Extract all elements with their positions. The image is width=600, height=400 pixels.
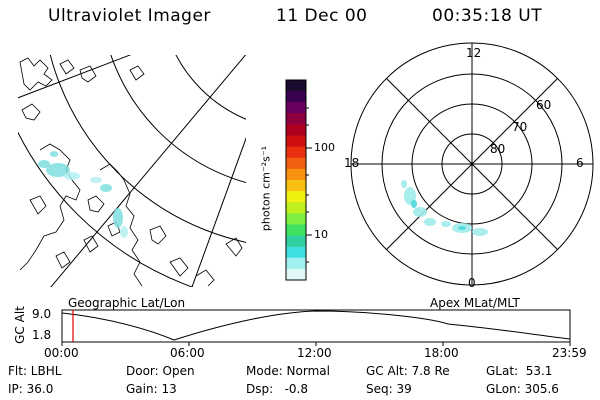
info-glon: GLon: 305.6 <box>486 382 559 396</box>
mlt-label-12: 12 <box>466 46 482 60</box>
timeline-ylabel: GC Alt <box>13 306 27 344</box>
polar-panel-label: Apex MLat/MLT <box>430 296 520 310</box>
colorbar-swatch <box>286 202 306 214</box>
timeline-ytick-max: 9.0 <box>32 307 52 321</box>
geographic-map <box>18 55 246 287</box>
timeline-xtick-0000: 00:00 <box>44 346 79 360</box>
colorbar-swatch <box>286 180 306 192</box>
info-mode: Mode: Normal <box>246 364 330 378</box>
colorbar-swatch <box>286 235 306 248</box>
colorbar <box>285 79 312 281</box>
timeline-ytick-min: 1.8 <box>32 328 52 342</box>
colorbar-swatch <box>286 168 306 181</box>
colorbar-swatch <box>286 135 306 148</box>
mlat-label-70: 70 <box>512 120 528 134</box>
mlt-label-6: 6 <box>576 156 584 170</box>
time-display: 00:35:18 UT <box>432 6 543 26</box>
colorbar-swatch <box>286 268 306 281</box>
mlat-label-80: 80 <box>490 142 506 156</box>
colorbar-swatch <box>286 213 306 225</box>
colorbar-swatch <box>286 124 306 137</box>
colorbar-swatch <box>286 146 306 159</box>
colorbar-unit-label: photon cm⁻²s⁻¹ <box>259 145 273 232</box>
colorbar-tick-10: 10 <box>314 228 328 241</box>
mlt-label-18: 18 <box>344 156 360 170</box>
colorbar-swatch <box>286 80 306 92</box>
altitude-timeline <box>61 309 571 346</box>
colorbar-swatch <box>286 246 306 259</box>
app-title: Ultraviolet Imager <box>48 6 211 26</box>
geo-panel-label: Geographic Lat/Lon <box>68 296 186 310</box>
timeline-xtick-2359: 23:59 <box>552 346 587 360</box>
date-display: 11 Dec 00 <box>276 6 368 26</box>
info-gc-alt: GC Alt: 7.8 Re <box>366 364 450 378</box>
colorbar-swatch <box>286 224 306 237</box>
info-ip: IP: 36.0 <box>8 382 54 396</box>
colorbar-swatch <box>286 91 306 103</box>
timeline-xtick-0600: 06:00 <box>170 346 205 360</box>
timeline-xtick-1800: 18:00 <box>424 346 459 360</box>
info-flt: Flt: LBHL <box>8 364 62 378</box>
colorbar-swatch <box>286 257 306 270</box>
mlat-label-60: 60 <box>536 98 552 112</box>
colorbar-swatch <box>286 191 306 203</box>
timeline-xtick-1200: 12:00 <box>297 346 332 360</box>
colorbar-swatch <box>286 157 306 170</box>
polar-plot <box>350 42 594 286</box>
info-seq: Seq: 39 <box>366 382 412 396</box>
info-glat: GLat: 53.1 <box>486 364 553 378</box>
mlt-label-0: 0 <box>468 276 476 290</box>
info-door: Door: Open <box>126 364 195 378</box>
info-gain: Gain: 13 <box>126 382 177 396</box>
colorbar-tick-100: 100 <box>314 141 335 154</box>
colorbar-swatch <box>286 102 306 114</box>
info-dsp: Dsp: -0.8 <box>246 382 309 396</box>
colorbar-swatch <box>286 113 306 125</box>
